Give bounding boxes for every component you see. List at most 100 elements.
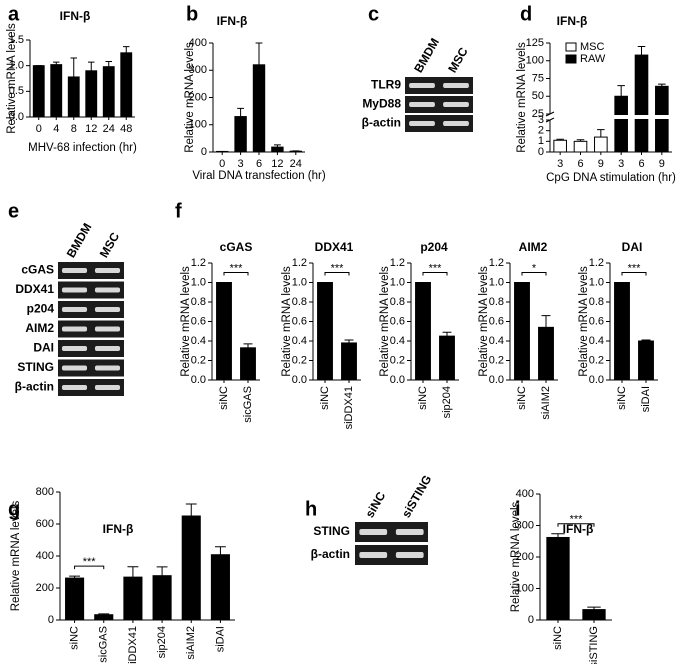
gel-band: [395, 552, 424, 558]
bar: [573, 140, 588, 153]
y-tick-label: 0.6: [191, 315, 206, 327]
bar: [638, 340, 654, 381]
y-tick-label: 1.0: [292, 276, 307, 288]
x-tick-label: 24: [290, 158, 302, 170]
row-label: AIM2: [25, 321, 54, 335]
bar: [240, 347, 256, 381]
significance-label: ***: [429, 262, 443, 274]
y-tick-label: 1: [538, 135, 544, 147]
lane-label: MSC: [97, 230, 123, 260]
chart-title: DDX41: [315, 240, 354, 254]
x-axis-label: CpG DNA stimulation (hr): [546, 172, 676, 184]
chart-title: p204: [420, 240, 448, 254]
bar: [594, 136, 608, 153]
y-tick-label: 0.4: [390, 335, 405, 347]
x-tick-label: sip204: [156, 626, 168, 658]
bar: [514, 282, 530, 381]
y-tick-label: 200: [189, 91, 207, 103]
y-tick-label: 0.0: [292, 374, 307, 386]
significance-label: ***: [628, 262, 642, 274]
error-bar: [576, 139, 585, 142]
bar: [102, 66, 115, 118]
y-axis-label: Relative mRNA levels: [578, 266, 590, 377]
y-axis-label: Relative mRNA levels: [281, 266, 293, 377]
gel-strip: [58, 379, 124, 396]
lane-label: siSTING: [399, 473, 434, 520]
gel-band: [94, 267, 121, 274]
y-axis-label: Relative mRNA levels: [510, 501, 522, 612]
x-tick-label: 0: [36, 123, 42, 135]
x-tick-label: siNC: [516, 386, 528, 410]
y-tick-label: 1.5: [9, 34, 24, 46]
error-bar: [52, 61, 60, 65]
y-tick-label: 0.2: [589, 354, 604, 366]
bar: [50, 64, 63, 118]
legend-swatch: [565, 42, 577, 52]
gel-band: [61, 287, 88, 293]
gel-band: [94, 384, 121, 391]
row-label: cGAS: [21, 263, 54, 277]
y-tick-label: 0.0: [191, 374, 206, 386]
error-bar: [105, 61, 113, 67]
error-bar: [641, 339, 651, 341]
y-tick-label: 0: [528, 614, 534, 626]
x-tick-label: siDDX41: [343, 386, 355, 429]
y-tick-label: 100: [516, 582, 534, 594]
error-bar: [442, 331, 452, 337]
row-label: β-actin: [311, 547, 350, 561]
significance-label: ***: [83, 556, 97, 568]
bar: [614, 282, 630, 381]
panel-letter: a: [8, 3, 20, 25]
y-tick-label: 0.6: [589, 315, 604, 327]
bar: [341, 342, 357, 381]
x-tick-label: 9: [598, 158, 604, 170]
gel-strip: [58, 262, 124, 279]
gel-strip: [58, 281, 124, 299]
gel-band: [409, 82, 435, 89]
error-bar: [69, 575, 81, 579]
error-bar: [637, 46, 646, 56]
significance-label: ***: [331, 262, 345, 274]
y-tick-label: 75: [532, 72, 544, 84]
y-tick-label: 0.6: [390, 315, 405, 327]
panel-letter: h: [305, 498, 317, 520]
bar: [123, 576, 143, 621]
x-axis-label: Viral DNA transfection (hr): [192, 170, 326, 182]
panel-letter: c: [368, 3, 379, 25]
x-tick-label: siDAI: [214, 626, 226, 652]
y-tick-label: 200: [36, 582, 54, 594]
y-tick-label: 0.2: [191, 354, 206, 366]
gel-band: [443, 120, 469, 127]
gel-band: [61, 326, 88, 332]
lane-label: BMDM: [64, 221, 95, 260]
y-tick-label: 1.0: [489, 276, 504, 288]
row-label: p204: [27, 302, 55, 316]
bar: [252, 64, 266, 153]
y-tick-label: 0: [201, 146, 207, 158]
y-tick-label: 0.4: [589, 335, 604, 347]
y-tick-label: 1.2: [489, 257, 504, 269]
gel-band: [61, 365, 88, 371]
error-bar: [587, 606, 601, 610]
y-tick-label: 400: [36, 550, 54, 562]
y-tick-label: 1.2: [589, 257, 604, 269]
gel-band: [359, 552, 388, 558]
y-tick-label: 0.8: [589, 296, 604, 308]
row-label: DAI: [33, 341, 54, 355]
chart-title: IFN-β: [217, 14, 248, 28]
y-tick-label: 0.8: [191, 296, 206, 308]
y-tick-label: 0.4: [292, 335, 307, 347]
gel-band: [395, 529, 424, 535]
gel-band: [359, 529, 388, 535]
bar: [614, 95, 628, 153]
chart-title: IFN-β: [557, 14, 588, 28]
error-bar: [273, 144, 281, 148]
lane-label: BMDM: [411, 36, 442, 75]
x-tick-label: sicGAS: [242, 386, 254, 423]
x-tick-label: siNC: [218, 386, 230, 410]
bar: [546, 536, 570, 621]
x-tick-label: siAIM2: [540, 386, 552, 420]
y-tick-label: 300: [189, 64, 207, 76]
bar: [216, 282, 232, 381]
gel-strip: [58, 301, 124, 318]
